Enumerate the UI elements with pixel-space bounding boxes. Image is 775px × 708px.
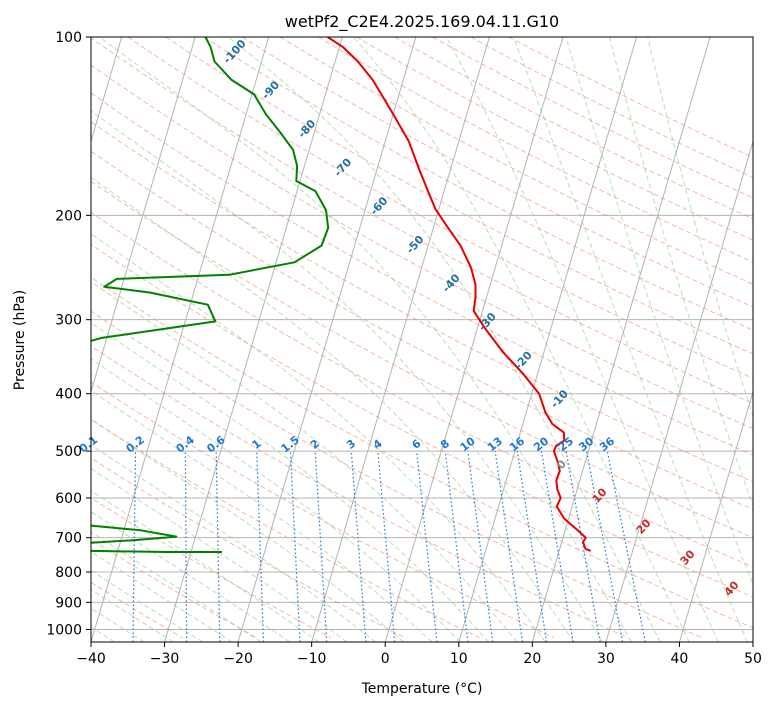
- x-tick-label: 10: [450, 651, 468, 667]
- background-lines: [83, 37, 753, 642]
- moist-adiabat-line: [91, 390, 433, 642]
- y-tick-label: 500: [55, 444, 82, 460]
- dry-adiabat-line: [470, 37, 753, 178]
- dry-adiabat-line: [91, 121, 753, 483]
- moist-adiabat-line: [91, 444, 376, 642]
- x-tick-label: −20: [223, 651, 253, 667]
- mixing-ratio-line: [565, 450, 601, 642]
- dry-adiabat-line: [91, 243, 753, 598]
- dewpoint-profile-line: [91, 37, 330, 553]
- isotherm-line: [605, 139, 753, 642]
- dry-adiabat-line: [241, 37, 753, 308]
- mixing-ratio-line: [585, 450, 624, 642]
- isotherm-line: [237, 37, 417, 642]
- dry-adiabat-line: [508, 37, 753, 158]
- y-tick-label: 800: [55, 565, 82, 581]
- moist-adiabat-line: [91, 358, 461, 642]
- dry-adiabat-line: [91, 345, 629, 639]
- x-tick-label: 0: [381, 651, 390, 667]
- dry-adiabat-line: [91, 37, 753, 404]
- x-axis-title: Temperature (°C): [361, 681, 483, 697]
- x-tick-label: 30: [597, 651, 615, 667]
- dry-adiabat-line: [91, 418, 480, 639]
- y-tick-label: 200: [55, 208, 82, 224]
- isotherm-line: [91, 37, 196, 394]
- dry-adiabat-line: [91, 211, 753, 568]
- temperature-profile-line: [327, 37, 592, 552]
- moist-adiabat-line: [353, 37, 690, 642]
- isotherm-line: [678, 389, 753, 642]
- mixing-ratio-line: [444, 451, 469, 642]
- mixing-ratio-line: [540, 451, 574, 642]
- isotherm-line: [458, 37, 638, 642]
- moist-adiabat-line: [91, 176, 575, 642]
- isotherm-line: [752, 640, 753, 642]
- mixing-ratio-line: [494, 451, 524, 642]
- x-tick-label: 50: [744, 651, 762, 667]
- dry-adiabat-line: [432, 37, 753, 199]
- isotherm-line: [164, 37, 343, 642]
- dry-adiabat-line: [91, 381, 554, 639]
- dry-adiabat-line: [91, 64, 753, 430]
- x-axis: −40 −30 −20 −10 0 10 20 30 40 50: [76, 642, 762, 667]
- moist-adiabat-line: [91, 233, 546, 642]
- y-axis-title: Pressure (hPa): [12, 290, 28, 390]
- moist-adiabat-line: [91, 110, 604, 642]
- y-tick-label: 600: [55, 491, 82, 507]
- x-tick-label: −30: [150, 651, 180, 667]
- isotherm-line: [91, 37, 123, 144]
- y-tick-label: 100: [55, 30, 82, 46]
- x-tick-label: 40: [671, 651, 689, 667]
- isotherm-line: [531, 37, 711, 642]
- moist-adiabat-line: [91, 511, 291, 642]
- moist-adiabat-line: [512, 37, 748, 642]
- y-tick-label: 1000: [46, 622, 82, 638]
- mixing-ratio-line: [467, 451, 494, 642]
- moist-adiabat-line: [91, 322, 489, 642]
- isotherm-line: [384, 37, 564, 642]
- dry-adiabat-line: [356, 37, 753, 241]
- y-tick-label: 300: [55, 313, 82, 329]
- y-tick-label: 400: [55, 387, 82, 403]
- x-tick-label: −40: [76, 651, 106, 667]
- x-tick-label: −10: [297, 651, 327, 667]
- dry-adiabat-line: [318, 37, 753, 263]
- chart-title: wetPf2_C2E4.2025.169.04.11.G10: [285, 12, 559, 32]
- moist-adiabat-line: [99, 37, 632, 642]
- y-tick-label: 700: [55, 531, 82, 547]
- dry-adiabat-line: [91, 276, 753, 629]
- mixing-ratio-line: [606, 450, 646, 642]
- dry-adiabat-line: [280, 37, 753, 285]
- dry-adiabat-line: [91, 310, 703, 639]
- y-tick-label: 900: [55, 595, 82, 611]
- moist-adiabat-line: [91, 467, 348, 642]
- moist-adiabat-line: [565, 37, 753, 586]
- mixing-ratio-line: [83, 451, 89, 642]
- dry-adiabat-line: [394, 37, 753, 220]
- mixing-ratio-line: [516, 451, 548, 642]
- x-tick-label: 20: [523, 651, 541, 667]
- moist-adiabat-line: [445, 37, 719, 642]
- plot-frame: [90, 36, 754, 643]
- moist-adiabat-line: [91, 490, 319, 642]
- dry-adiabat-line: [203, 37, 753, 331]
- dry-adiabat-line: [165, 37, 753, 355]
- moist-adiabat-line: [91, 281, 518, 642]
- profile-lines: [91, 37, 592, 553]
- y-axis: 100 200 300 400 500 600 700 800 900 1000: [46, 30, 91, 638]
- moist-adiabat-line: [91, 418, 404, 642]
